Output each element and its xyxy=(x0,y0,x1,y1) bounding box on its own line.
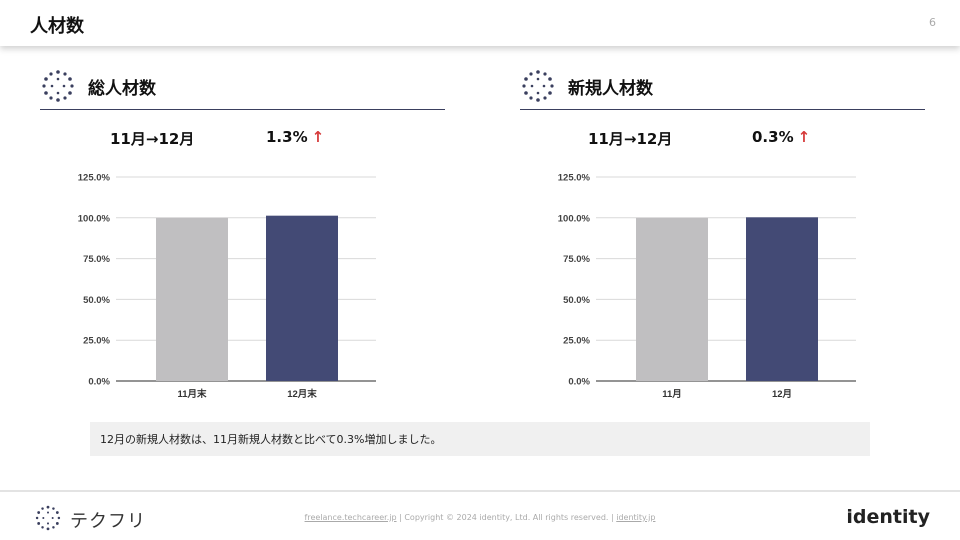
identity-logo: identity xyxy=(846,506,930,528)
stat-change-total: 1.3% ↑ xyxy=(266,128,324,146)
techfuri-logo-icon xyxy=(35,505,61,531)
panel-header-new: 新規人材数 xyxy=(520,64,925,110)
page-title: 人材数 xyxy=(30,16,84,37)
y-tick-label: 25.0% xyxy=(563,336,590,347)
bar-2 xyxy=(266,215,338,381)
up-arrow-icon: ↑ xyxy=(311,128,325,146)
footer-link-identity[interactable]: identity.jp xyxy=(616,513,656,522)
x-tick-label: 12月 xyxy=(772,389,792,400)
stat-period-total: 11月→12月 xyxy=(110,130,195,148)
x-tick-label: 11月末 xyxy=(177,388,207,400)
slide-header: 人材数 6 xyxy=(0,0,960,46)
dots-circle-icon xyxy=(42,70,74,102)
page-number: 6 xyxy=(929,16,936,29)
slide-footer: テクフリ freelance.techcareer.jp | Copyright… xyxy=(0,490,960,540)
stat-change-value: 0.3% xyxy=(752,128,794,146)
x-tick-label: 12月末 xyxy=(287,388,317,400)
y-tick-label: 25.0% xyxy=(83,336,110,347)
y-tick-label: 75.0% xyxy=(83,254,110,265)
bar-1 xyxy=(156,217,228,381)
y-tick-label: 125.0% xyxy=(78,173,111,184)
y-tick-label: 100.0% xyxy=(558,213,591,224)
panel-header-total: 総人材数 xyxy=(40,64,445,110)
stat-change-value: 1.3% xyxy=(266,128,308,146)
footer-link-techcareer[interactable]: freelance.techcareer.jp xyxy=(304,513,397,522)
up-arrow-icon: ↑ xyxy=(797,128,811,146)
bar-2 xyxy=(746,217,818,381)
y-tick-label: 75.0% xyxy=(563,254,590,265)
stat-change-new: 0.3% ↑ xyxy=(752,128,810,146)
y-tick-label: 50.0% xyxy=(83,295,110,306)
panel-title-new: 新規人材数 xyxy=(568,79,653,99)
brand-name: テクフリ xyxy=(70,511,146,532)
y-tick-label: 100.0% xyxy=(78,213,111,224)
y-tick-label: 0.0% xyxy=(88,377,110,388)
stat-period-new: 11月→12月 xyxy=(588,130,673,148)
bar-chart-total: 0.0% 25.0% 50.0% 75.0% 100.0% 125.0% 11月末 12月末 xyxy=(78,173,376,400)
bar-1 xyxy=(636,217,708,381)
copyright-text: | Copyright © 2024 identity, Ltd. All ri… xyxy=(399,513,614,522)
bar-chart-new: 0.0% 25.0% 50.0% 75.0% 100.0% 125.0% 11月 12月 xyxy=(558,173,856,400)
dots-circle-icon xyxy=(522,70,554,102)
y-tick-label: 125.0% xyxy=(558,173,591,184)
summary-note-text: 12月の新規人材数は、11月新規人材数と比べて0.3%増加しました。 xyxy=(100,433,442,446)
summary-note: 12月の新規人材数は、11月新規人材数と比べて0.3%増加しました。 xyxy=(90,422,870,456)
copyright-line: freelance.techcareer.jp | Copyright © 20… xyxy=(0,513,960,522)
x-tick-label: 11月 xyxy=(662,389,682,400)
y-tick-label: 0.0% xyxy=(568,377,590,388)
y-tick-label: 50.0% xyxy=(563,295,590,306)
panel-title-total: 総人材数 xyxy=(88,79,156,99)
